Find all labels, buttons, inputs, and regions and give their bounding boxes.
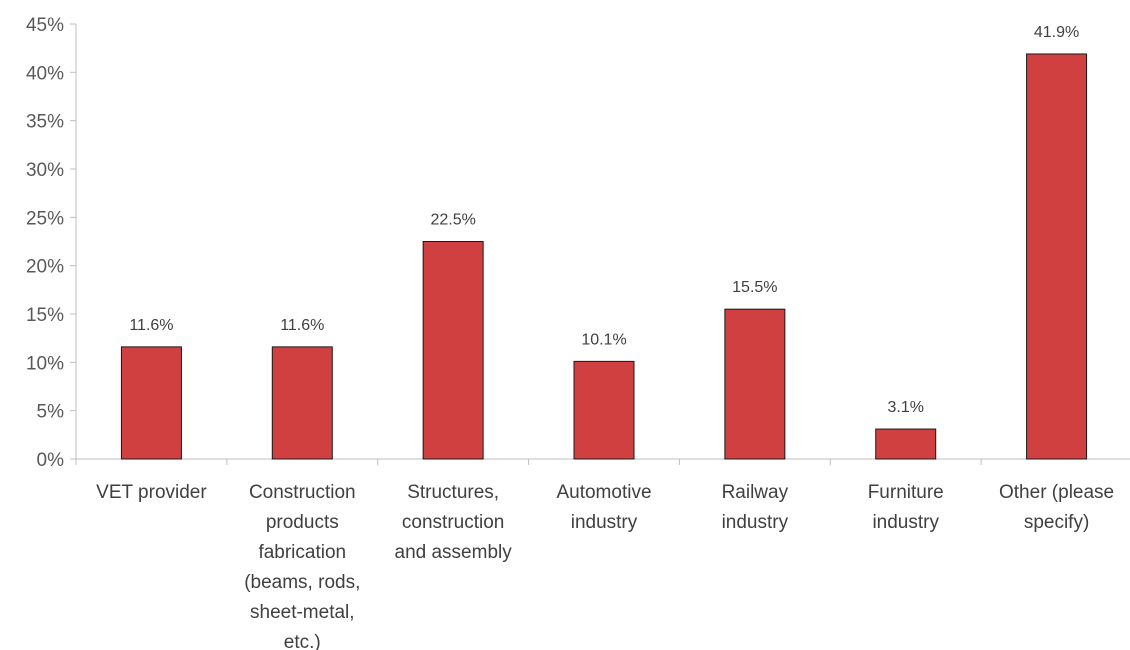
bar bbox=[573, 360, 635, 460]
y-axis: 0% 5% 10% 15% 20% 25% 30% 35% 40% 45% bbox=[26, 15, 77, 471]
x-category-label: Other (please specify) bbox=[999, 482, 1114, 533]
data-label: 3.1% bbox=[887, 399, 923, 416]
data-label: 11.6% bbox=[129, 317, 173, 334]
bar bbox=[120, 346, 182, 460]
bar bbox=[875, 428, 937, 460]
y-tick-label: 20% bbox=[26, 257, 64, 278]
x-axis: VET provider Construction products fabricat… bbox=[75, 458, 1130, 650]
x-category-label: Structures, construction and assembly bbox=[395, 482, 513, 563]
y-tick-label: 10% bbox=[26, 353, 64, 374]
x-category-label: Furniture industry bbox=[868, 482, 944, 533]
y-tick-label: 45% bbox=[26, 15, 64, 36]
y-tick-label: 40% bbox=[26, 63, 64, 84]
data-label: 15.5% bbox=[732, 279, 777, 296]
bar bbox=[271, 346, 333, 460]
bar bbox=[1026, 53, 1088, 460]
x-category-label: Automotive industry bbox=[556, 482, 651, 533]
bars bbox=[120, 53, 1088, 460]
y-tick-label: 5% bbox=[37, 402, 65, 423]
bar bbox=[724, 308, 786, 460]
y-tick-label: 25% bbox=[26, 208, 64, 229]
data-label: 11.6% bbox=[280, 317, 324, 334]
x-category-label: VET provider bbox=[96, 482, 207, 503]
y-tick-label: 15% bbox=[26, 305, 64, 326]
data-labels: 11.6% 11.6% 22.5% 10.1% 15.5% 3.1% 41.9% bbox=[129, 24, 1079, 416]
y-tick-label: 35% bbox=[26, 112, 64, 133]
bar bbox=[422, 241, 484, 460]
data-label: 22.5% bbox=[430, 212, 475, 229]
data-label: 10.1% bbox=[581, 331, 626, 348]
x-category-label: Railway industry bbox=[722, 482, 789, 533]
x-category-label: Construction products fabrication (beams, r… bbox=[244, 482, 360, 650]
data-label: 41.9% bbox=[1034, 24, 1079, 41]
y-tick-label: 30% bbox=[26, 160, 64, 181]
y-tick-label: 0% bbox=[37, 450, 65, 471]
